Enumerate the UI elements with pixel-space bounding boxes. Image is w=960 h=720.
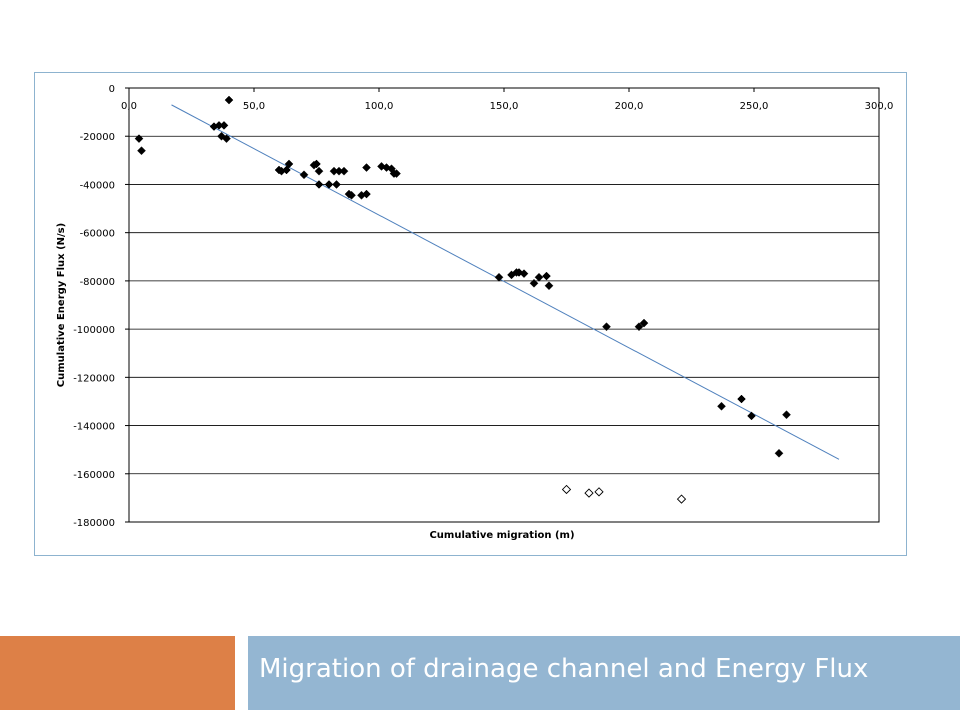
y-tick-label: 0 — [109, 84, 115, 95]
data-point — [134, 134, 144, 143]
trendline-group — [171, 104, 840, 460]
data-point — [542, 271, 551, 281]
data-point — [534, 272, 544, 282]
scatter-chart: 0,0 50,0 100,0 150,0 200,0 250,0 300,0 0 -20000… — [56, 84, 893, 541]
data-point — [299, 170, 309, 180]
data-point — [324, 180, 334, 189]
x-axis-label: Cumulative migration (m) — [429, 530, 574, 541]
gridlines — [125, 87, 880, 523]
x-tick-label: 250,0 — [740, 101, 769, 112]
data-point — [312, 159, 321, 169]
y-tick-label: -60000 — [80, 229, 115, 240]
data-point — [284, 159, 294, 169]
data-point — [544, 281, 554, 291]
data-point — [339, 166, 349, 176]
data-points — [134, 95, 791, 504]
trendline — [171, 104, 840, 460]
y-tick-label: -180000 — [73, 518, 115, 529]
x-tick-label: 150,0 — [490, 101, 519, 112]
data-point — [137, 146, 146, 156]
slide-title: Migration of drainage channel and Energy… — [259, 654, 869, 684]
data-point — [362, 163, 371, 172]
x-tick-labels: 0,0 50,0 100,0 150,0 200,0 250,0 300,0 — [121, 101, 893, 112]
chart-frame: 0,0 50,0 100,0 150,0 200,0 250,0 300,0 0 -20000… — [34, 72, 907, 556]
data-point — [362, 189, 371, 199]
data-point — [747, 411, 756, 421]
data-point — [717, 401, 726, 411]
data-point-open — [594, 487, 604, 497]
y-tick-label: -100000 — [73, 325, 115, 336]
y-tick-label: -120000 — [73, 373, 115, 384]
x-tick-label: 0,0 — [121, 101, 137, 112]
data-point — [219, 121, 229, 130]
data-point-open — [584, 488, 594, 498]
data-point — [634, 322, 644, 332]
data-point — [737, 394, 746, 404]
x-tick-label: 300,0 — [865, 101, 894, 112]
data-point — [602, 322, 611, 332]
y-tick-label: -160000 — [73, 470, 115, 481]
x-tick-label: 50,0 — [243, 101, 265, 112]
y-tick-label: -140000 — [73, 422, 115, 433]
plot-area — [128, 87, 880, 523]
data-point-open — [561, 484, 572, 495]
data-point-open — [676, 494, 687, 504]
data-point — [774, 448, 784, 458]
y-tick-label: -20000 — [80, 132, 115, 143]
data-point — [314, 180, 324, 189]
y-axis-label: Cumulative Energy Flux (N/s) — [56, 223, 67, 387]
data-point — [224, 95, 234, 105]
title-bar — [248, 636, 960, 710]
data-point — [639, 318, 649, 328]
data-point — [222, 134, 231, 143]
data-point — [782, 410, 791, 420]
y-tick-label: -40000 — [80, 180, 115, 191]
data-point — [314, 166, 324, 176]
accent-block — [0, 636, 235, 710]
data-point — [494, 272, 504, 282]
data-point — [529, 278, 539, 288]
data-point — [282, 165, 291, 175]
y-tick-labels: 0 -20000 -40000 -60000 -80000 -100000 -120000 -… — [73, 84, 115, 529]
data-point — [392, 169, 401, 178]
data-point — [382, 163, 391, 172]
data-point — [519, 269, 529, 279]
x-tick-label: 100,0 — [365, 101, 394, 112]
data-point — [332, 180, 341, 189]
data-point — [347, 190, 356, 200]
y-tick-label: -80000 — [80, 277, 115, 288]
x-tick-label: 200,0 — [615, 101, 644, 112]
